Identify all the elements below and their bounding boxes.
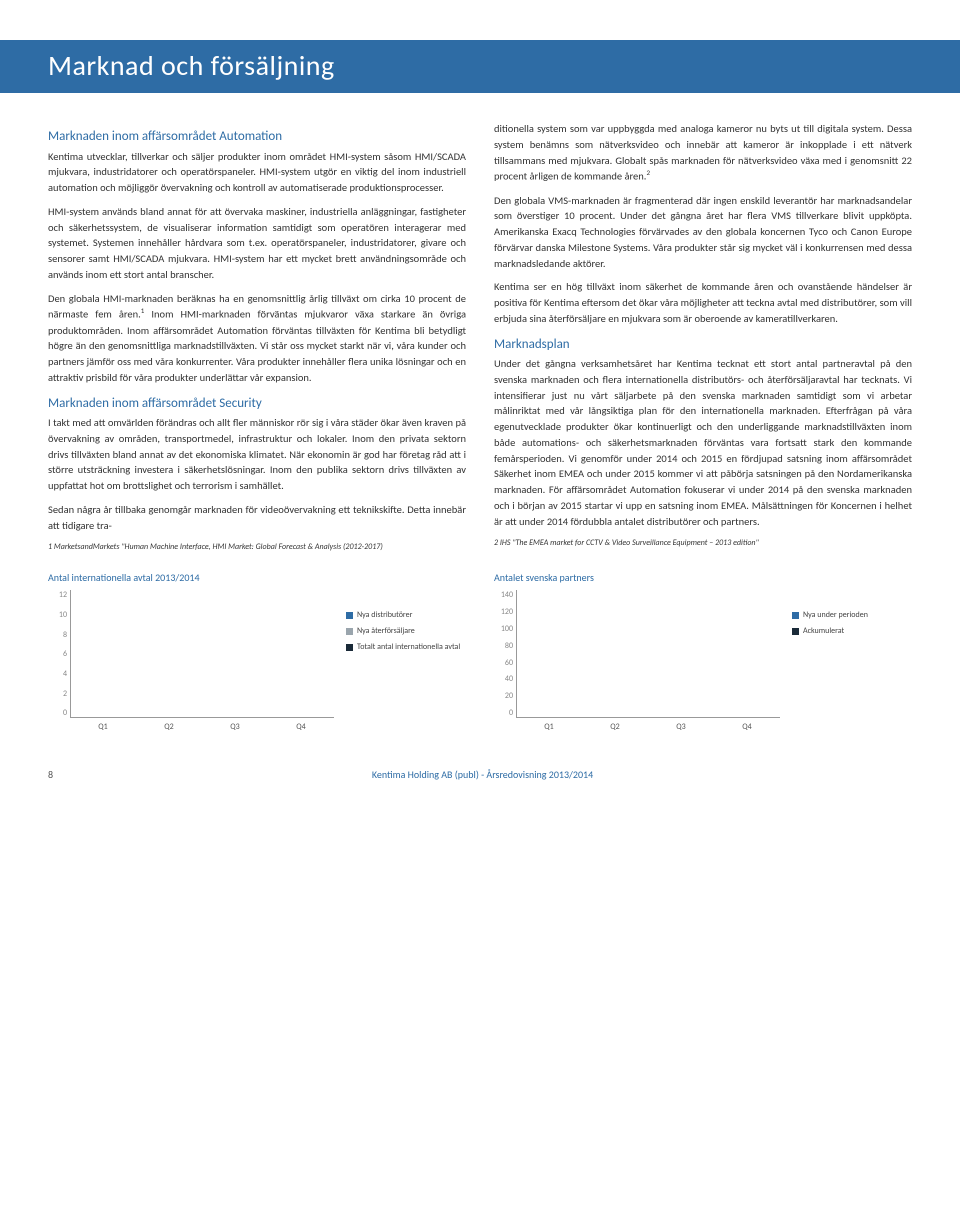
y-tick: 80 (494, 641, 513, 651)
y-tick: 120 (494, 607, 513, 617)
page-number: 8 (48, 768, 53, 781)
section-heading-security: Marknaden inom affärsområdet Security (48, 394, 466, 414)
y-tick: 60 (494, 658, 513, 668)
y-tick: 100 (494, 624, 513, 634)
y-tick: 6 (48, 649, 67, 659)
paragraph: Under det gångna verksamhetsåret har Ken… (494, 356, 912, 529)
paragraph: Kentima utvecklar, tillverkar och säljer… (48, 149, 466, 196)
y-tick: 140 (494, 590, 513, 600)
chart-title: Antal internationella avtal 2013/2014 (48, 571, 466, 584)
x-tick: Q1 (544, 722, 553, 740)
y-tick: 8 (48, 630, 67, 640)
legend-label: Nya under perioden (803, 610, 868, 620)
paragraph: HMI-system används bland annat för att ö… (48, 204, 466, 283)
page-footer: 8 Kentima Holding AB (publ) - Årsredovis… (48, 768, 912, 781)
footnote-1: 1 MarketsandMarkets "Human Machine Inter… (48, 541, 466, 553)
paragraph: I takt med att omvärlden förändras och a… (48, 415, 466, 494)
x-axis: Q1 Q2 Q3 Q4 (516, 718, 780, 740)
chart-title: Antalet svenska partners (494, 571, 912, 584)
paragraph: Sedan några år tillbaka genomgår marknad… (48, 502, 466, 534)
page-banner: Marknad och försäljning (0, 40, 960, 93)
y-tick: 0 (494, 708, 513, 718)
legend-item: Nya distributörer (346, 610, 466, 620)
footer-text: Kentima Holding AB (publ) - Årsredovisni… (93, 768, 872, 781)
charts-row: Antal internationella avtal 2013/2014 12… (48, 571, 912, 740)
legend-label: Nya distributörer (357, 610, 412, 620)
chart-international: Antal internationella avtal 2013/2014 12… (48, 571, 466, 740)
legend-item: Nya under perioden (792, 610, 912, 620)
paragraph: ditionella system som var uppbyggda med … (494, 121, 912, 185)
paragraph: Den globala HMI-marknaden beräknas ha en… (48, 291, 466, 386)
section-heading-automation: Marknaden inom affärsområdet Automation (48, 127, 466, 147)
legend-swatch (346, 612, 353, 619)
y-tick: 0 (48, 708, 67, 718)
legend-item: Ackumulerat (792, 626, 912, 636)
left-column: Marknaden inom affärsområdet Automation … (48, 121, 466, 557)
legend-label: Totalt antal internationella avtal (357, 642, 460, 652)
x-tick: Q3 (676, 722, 685, 740)
x-tick: Q2 (610, 722, 619, 740)
y-tick: 2 (48, 689, 67, 699)
chart-swedish-partners: Antalet svenska partners 140 120 100 80 60 40… (494, 571, 912, 740)
paragraph: Kentima ser en hög tillväxt inom säkerhe… (494, 279, 912, 326)
plot-area (70, 590, 334, 718)
chart-legend: Nya under perioden Ackumulerat (792, 590, 912, 642)
paragraph: Den globala VMS-marknaden är fragmentera… (494, 193, 912, 272)
y-axis: 12 10 8 6 4 2 0 (48, 590, 70, 718)
x-tick: Q1 (98, 722, 107, 740)
y-tick: 12 (48, 590, 67, 600)
y-axis: 140 120 100 80 60 40 20 0 (494, 590, 516, 718)
x-tick: Q3 (230, 722, 239, 740)
legend-label: Nya återförsäljare (357, 626, 415, 636)
chart-legend: Nya distributörer Nya återförsäljare Total… (346, 590, 466, 658)
y-tick: 40 (494, 674, 513, 684)
section-heading-marknadsplan: Marknadsplan (494, 335, 912, 355)
x-tick: Q2 (164, 722, 173, 740)
y-tick: 10 (48, 610, 67, 620)
y-tick: 20 (494, 691, 513, 701)
legend-swatch (346, 628, 353, 635)
legend-item: Totalt antal internationella avtal (346, 642, 466, 652)
legend-swatch (346, 644, 353, 651)
legend-item: Nya återförsäljare (346, 626, 466, 636)
x-axis: Q1 Q2 Q3 Q4 (70, 718, 334, 740)
x-tick: Q4 (742, 722, 751, 740)
body-columns: Marknaden inom affärsområdet Automation … (48, 121, 912, 557)
x-tick: Q4 (296, 722, 305, 740)
y-tick: 4 (48, 669, 67, 679)
footnote-ref: 2 (646, 168, 650, 177)
plot-area (516, 590, 780, 718)
legend-swatch (792, 612, 799, 619)
legend-swatch (792, 628, 799, 635)
footnote-2: 2 IHS "The EMEA market for CCTV & Video … (494, 537, 912, 549)
legend-label: Ackumulerat (803, 626, 844, 636)
right-column: ditionella system som var uppbyggda med … (494, 121, 912, 557)
